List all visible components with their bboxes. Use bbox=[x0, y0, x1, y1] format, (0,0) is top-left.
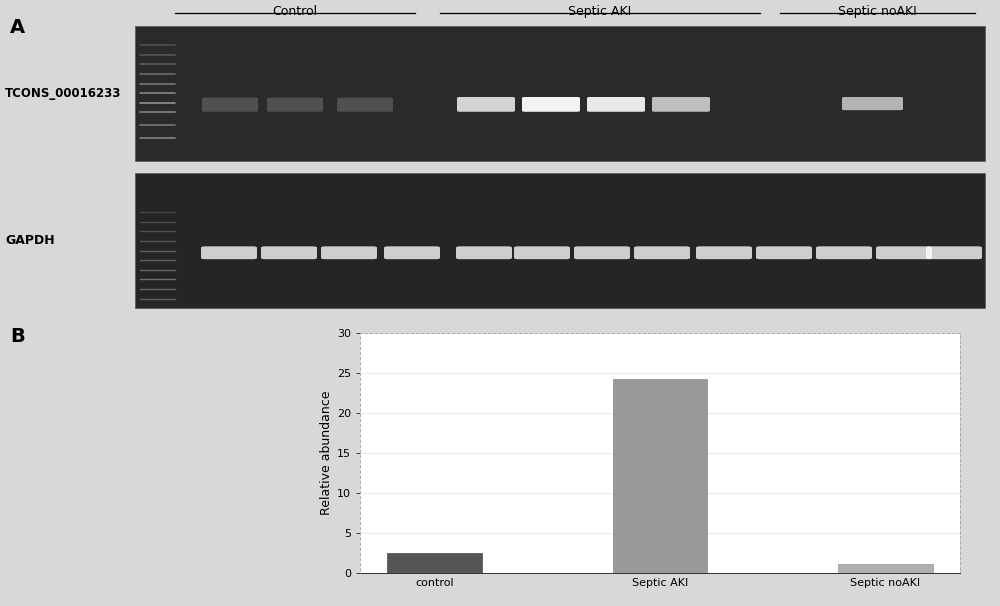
FancyBboxPatch shape bbox=[337, 98, 393, 112]
FancyBboxPatch shape bbox=[876, 247, 932, 259]
FancyBboxPatch shape bbox=[574, 247, 630, 259]
Text: GAPDH: GAPDH bbox=[5, 235, 55, 247]
Text: Septic noAKI: Septic noAKI bbox=[838, 5, 917, 18]
FancyBboxPatch shape bbox=[202, 98, 258, 112]
FancyBboxPatch shape bbox=[457, 97, 515, 112]
FancyBboxPatch shape bbox=[756, 247, 812, 259]
FancyBboxPatch shape bbox=[842, 97, 903, 110]
Bar bbox=[135, 25, 985, 161]
FancyBboxPatch shape bbox=[261, 247, 317, 259]
Text: B: B bbox=[10, 327, 25, 346]
FancyBboxPatch shape bbox=[587, 97, 645, 112]
Text: A: A bbox=[10, 18, 25, 37]
Text: Septic AKI: Septic AKI bbox=[568, 5, 632, 18]
FancyBboxPatch shape bbox=[514, 247, 570, 259]
Text: Control: Control bbox=[272, 5, 318, 18]
FancyBboxPatch shape bbox=[926, 247, 982, 259]
FancyBboxPatch shape bbox=[267, 98, 323, 112]
FancyBboxPatch shape bbox=[652, 97, 710, 112]
FancyBboxPatch shape bbox=[634, 247, 690, 259]
FancyBboxPatch shape bbox=[384, 247, 440, 259]
Bar bbox=[135, 173, 985, 308]
Bar bbox=[838, 564, 933, 573]
FancyBboxPatch shape bbox=[321, 247, 377, 259]
FancyBboxPatch shape bbox=[456, 247, 512, 259]
FancyBboxPatch shape bbox=[816, 247, 872, 259]
FancyBboxPatch shape bbox=[696, 247, 752, 259]
Text: TCONS_00016233: TCONS_00016233 bbox=[5, 87, 121, 99]
FancyBboxPatch shape bbox=[522, 97, 580, 112]
Bar bbox=[613, 379, 707, 573]
Bar bbox=[387, 553, 482, 573]
FancyBboxPatch shape bbox=[201, 247, 257, 259]
Y-axis label: Relative abundance: Relative abundance bbox=[320, 391, 333, 515]
